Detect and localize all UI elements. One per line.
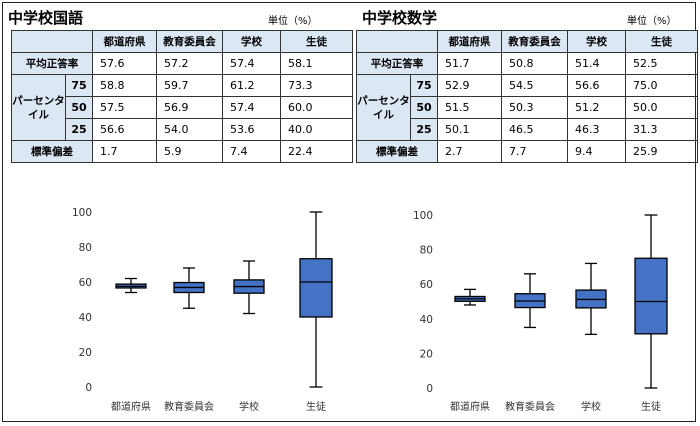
- iqr-box: [299, 258, 333, 318]
- y-tick-label: 100: [72, 207, 92, 219]
- col-header: 教育委員会: [156, 30, 223, 53]
- row-label-percentile: パーセンタイル: [356, 74, 411, 141]
- x-category-label: 都道府県: [111, 400, 151, 413]
- x-category-label: 教育委員会: [164, 400, 214, 413]
- cell: 22.4: [280, 140, 353, 163]
- x-category-label: 生徒: [641, 400, 661, 413]
- iqr-box: [634, 257, 668, 335]
- col-header: 教育委員会: [501, 30, 568, 53]
- y-tick-label: 60: [79, 277, 92, 289]
- y-tick-label: 0: [85, 382, 92, 394]
- y-tick-label: 40: [420, 314, 433, 326]
- y-tick-label: 80: [79, 242, 92, 254]
- cell: 46.3: [567, 118, 626, 141]
- y-tick-label: 20: [79, 347, 92, 359]
- stats-table-math: 都道府県 教育委員会 学校 生徒 平均正答率 51.7 50.8 51.4 52…: [356, 30, 698, 163]
- cell: 7.7: [501, 140, 568, 163]
- row-label-sd: 標準偏差: [11, 140, 93, 163]
- y-tick-label: 100: [413, 210, 433, 222]
- panel-title-japanese: 中学校国語: [8, 9, 84, 27]
- cell: 50.1: [437, 118, 502, 141]
- x-category-label: 学校: [581, 400, 601, 413]
- x-category-label: 都道府県: [450, 400, 490, 413]
- cell: 56.9: [156, 96, 223, 119]
- y-tick-label: 0: [426, 383, 433, 395]
- row-label-p75: 75: [410, 74, 438, 97]
- cell: 51.2: [567, 96, 626, 119]
- x-category-label: 生徒: [306, 400, 326, 413]
- unit-label-math: 単位（%）: [627, 16, 677, 27]
- cell: 57.6: [92, 52, 157, 75]
- cell: 25.9: [625, 140, 698, 163]
- row-label-sd: 標準偏差: [356, 140, 438, 163]
- col-header: 学校: [222, 30, 281, 53]
- row-label-p75: 75: [65, 74, 93, 97]
- header-corner: [356, 30, 438, 53]
- cell: 54.5: [501, 74, 568, 97]
- row-label-p50: 50: [410, 96, 438, 119]
- header-corner: [11, 30, 93, 53]
- cell: 51.4: [567, 52, 626, 75]
- unit-label-japanese: 単位（%）: [268, 16, 318, 27]
- stats-table-japanese: 都道府県 教育委員会 学校 生徒 平均正答率 57.6 57.2 57.4 58…: [11, 30, 353, 163]
- y-tick-label: 80: [420, 245, 433, 257]
- cell: 57.4: [222, 52, 281, 75]
- cell: 2.7: [437, 140, 502, 163]
- panel-title-math: 中学校数学: [362, 9, 438, 27]
- cell: 9.4: [567, 140, 626, 163]
- x-category-label: 教育委員会: [505, 400, 555, 413]
- figure-frame: [2, 2, 696, 422]
- x-category-label: 学校: [239, 400, 259, 413]
- cell: 5.9: [156, 140, 223, 163]
- y-tick-label: 40: [79, 312, 92, 324]
- col-header: 生徒: [625, 30, 698, 53]
- col-header: 生徒: [280, 30, 353, 53]
- row-label-percentile: パーセンタイル: [11, 74, 66, 141]
- cell: 75.0: [625, 74, 698, 97]
- y-tick-label: 20: [420, 348, 433, 360]
- cell: 50.8: [501, 52, 568, 75]
- y-tick-label: 60: [420, 279, 433, 291]
- row-label-mean: 平均正答率: [356, 52, 438, 75]
- cell: 7.4: [222, 140, 281, 163]
- cell: 31.3: [625, 118, 698, 141]
